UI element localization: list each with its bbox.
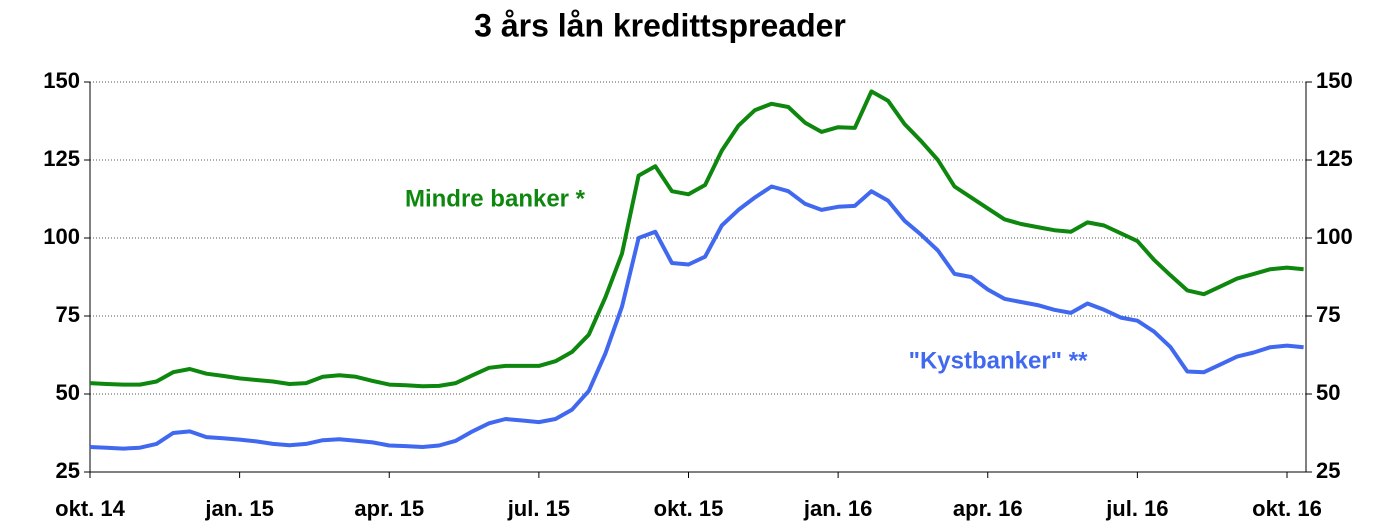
y2-tick-label: 100 <box>1316 224 1353 249</box>
y-tick-label: 25 <box>56 458 80 483</box>
y2-tick-label: 75 <box>1316 302 1340 327</box>
x-tick-label: okt. 14 <box>55 496 125 521</box>
chart-title: 3 års lån kredittspreader <box>474 7 846 43</box>
y-tick-label: 100 <box>43 224 80 249</box>
x-tick-label: jan. 16 <box>803 496 872 521</box>
x-tick-label: apr. 16 <box>953 496 1023 521</box>
x-tick-label: jul. 16 <box>1105 496 1168 521</box>
series-label: "Kystbanker" ** <box>909 347 1088 374</box>
x-tick-label: apr. 15 <box>354 496 424 521</box>
x-tick-label: okt. 15 <box>654 496 724 521</box>
y2-tick-label: 50 <box>1316 380 1340 405</box>
series-label: Mindre banker * <box>405 185 586 212</box>
series-line <box>89 184 1304 451</box>
x-tick-label: jul. 15 <box>507 496 570 521</box>
y2-tick-label: 150 <box>1316 68 1353 93</box>
x-tick-label: okt. 16 <box>1252 496 1322 521</box>
y-tick-label: 50 <box>56 380 80 405</box>
series-line <box>89 89 1304 389</box>
y-tick-label: 150 <box>43 68 80 93</box>
y2-tick-label: 25 <box>1316 458 1340 483</box>
y-tick-label: 75 <box>56 302 80 327</box>
y-tick-label: 125 <box>43 146 80 171</box>
x-tick-label: jan. 15 <box>204 496 273 521</box>
y2-tick-label: 125 <box>1316 146 1353 171</box>
